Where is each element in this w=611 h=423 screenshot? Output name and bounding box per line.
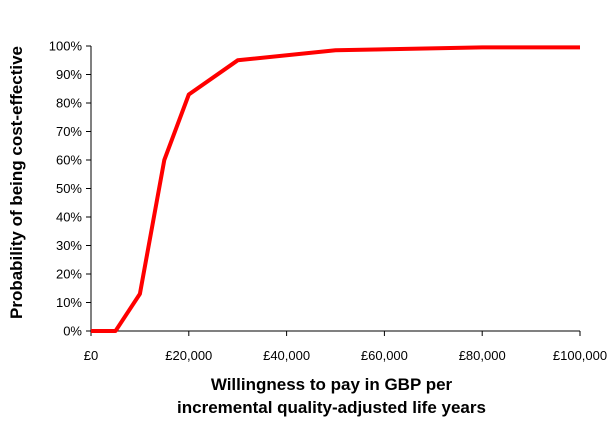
x-axis-title-line-2: incremental quality-adjusted life years <box>177 398 486 417</box>
y-tick-label: 50% <box>56 181 82 196</box>
x-tick-label: £0 <box>84 348 98 363</box>
x-tick-label: £80,000 <box>459 348 506 363</box>
series-layer <box>91 45 580 333</box>
y-tick-label: 10% <box>56 295 82 310</box>
y-tick-label: 0% <box>63 324 82 339</box>
y-tick-label: 60% <box>56 153 82 168</box>
x-tick-label: £60,000 <box>361 348 408 363</box>
y-tick-label: 90% <box>56 67 82 82</box>
x-tick-label: £20,000 <box>165 348 212 363</box>
x-axis-title-line-1: Willingness to pay in GBP per <box>211 375 453 394</box>
y-tick-label: 100% <box>49 39 83 54</box>
y-tick-label: 30% <box>56 238 82 253</box>
y-axis-ticks: 0% 10% 20% 30% 40% 50% 60% 70% 80% 90% 100% <box>49 39 91 339</box>
series-line <box>91 45 580 333</box>
y-tick-label: 80% <box>56 96 82 111</box>
y-tick-label: 40% <box>56 210 82 225</box>
y-tick-label: 70% <box>56 124 82 139</box>
y-axis-title: Probability of being cost-effective <box>7 46 26 319</box>
x-axis-ticks: £0 £20,000 £40,000 £60,000 £80,000 £100,000 <box>84 331 607 363</box>
y-tick-label: 20% <box>56 267 82 282</box>
x-tick-label: £40,000 <box>263 348 310 363</box>
x-tick-label: £100,000 <box>553 348 607 363</box>
